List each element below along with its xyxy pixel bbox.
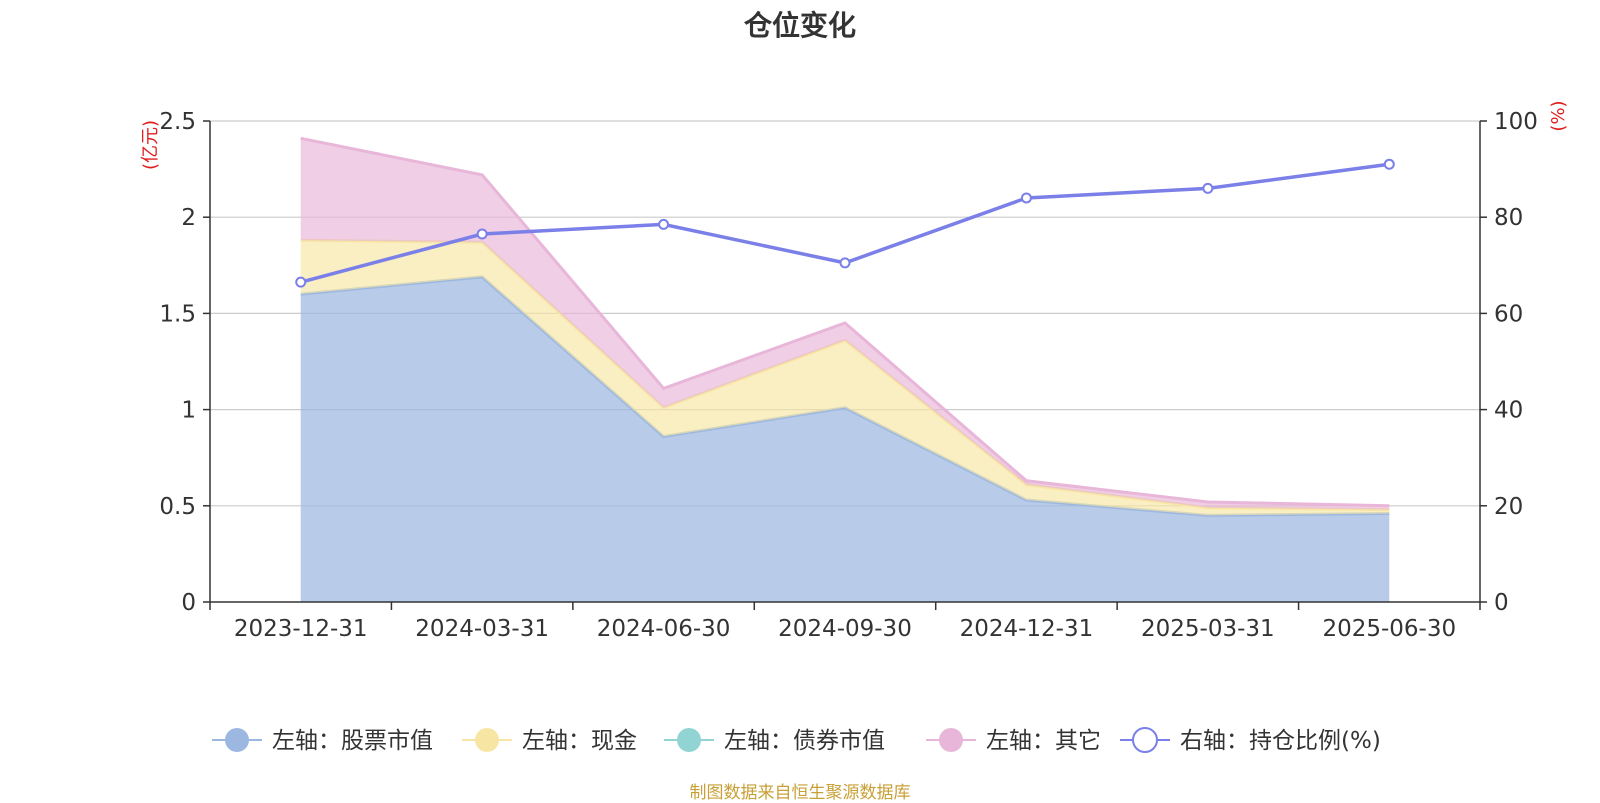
x-axis-tick-label: 2025-03-31 (1141, 616, 1275, 642)
x-axis-tick-label: 2024-09-30 (778, 616, 912, 642)
ratio-legend-label: 右轴：持仓比例(%) (1180, 728, 1381, 754)
axes: 0 0.5 1 1.5 2 2.5 0 20 40 60 80 100 2023-12-31 2024-0… (140, 100, 1569, 642)
cash-area (300, 240, 1390, 516)
x-axis-tick-label: 2024-12-31 (960, 616, 1094, 642)
bond-legend-label: 左轴：债券市值 (724, 728, 885, 754)
other-legend-label: 左轴：其它 (986, 728, 1101, 754)
left-axis-tick-label: 0 (181, 590, 196, 616)
left-axis-tick-label: 2.5 (159, 109, 196, 135)
cash-legend-label: 左轴：现金 (522, 728, 637, 754)
holding-ratio-line (295, 158, 1395, 288)
source-note: 制图数据来自恒生聚源数据库 (689, 783, 911, 803)
ratio-point (658, 218, 670, 230)
right-axis-tick-label: 40 (1494, 398, 1523, 424)
ratio-point (839, 257, 851, 269)
stock-legend-label: 左轴：股票市值 (272, 728, 433, 754)
stacked-areas (300, 136, 1390, 602)
right-axis-unit: (%) (1548, 100, 1569, 131)
x-axis-tick-label: 2025-06-30 (1322, 616, 1456, 642)
other-legend-marker (939, 728, 963, 752)
x-axis-tick-label: 2024-06-30 (597, 616, 731, 642)
cash-legend-marker (475, 728, 499, 752)
ratio-point (1202, 182, 1214, 194)
left-axis-tick-label: 1 (181, 398, 196, 424)
ratio-point (476, 228, 488, 240)
left-axis-tick-label: 0.5 (159, 494, 196, 520)
other-area-edge (300, 136, 1390, 508)
ratio-legend-marker (1132, 727, 1158, 753)
legend: 左轴：股票市值 左轴：现金 左轴：债券市值 左轴：其它 右轴：持仓比例(%) (212, 727, 1381, 754)
bond-legend-marker (677, 728, 701, 752)
left-axis-tick-label: 1.5 (159, 301, 196, 327)
ratio-point (295, 276, 307, 288)
chart-title: 仓位变化 (743, 9, 856, 42)
x-axis-tick-label: 2023-12-31 (234, 616, 368, 642)
left-axis-tick-label: 2 (181, 205, 196, 231)
x-axis-tick-label: 2024-03-31 (415, 616, 549, 642)
right-axis-tick-label: 80 (1494, 205, 1523, 231)
ratio-point (1383, 158, 1395, 170)
ratio-point (1020, 192, 1032, 204)
right-axis-tick-label: 0 (1494, 590, 1509, 616)
right-axis-tick-label: 60 (1494, 301, 1523, 327)
left-axis-unit: (亿元) (140, 120, 161, 170)
right-axis-tick-label: 20 (1494, 494, 1523, 520)
stock-legend-marker (225, 728, 249, 752)
right-axis-tick-label: 100 (1494, 109, 1538, 135)
